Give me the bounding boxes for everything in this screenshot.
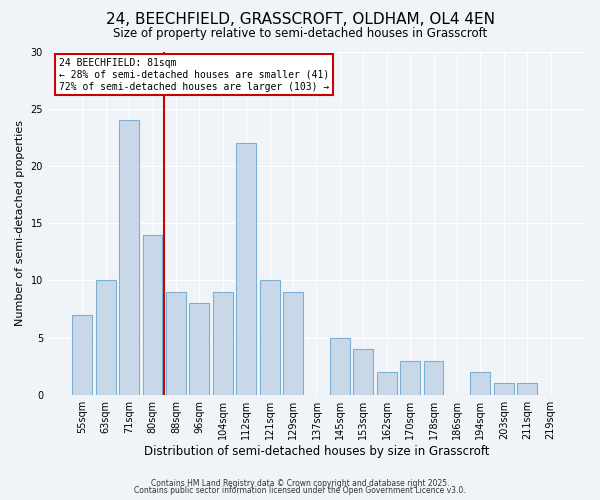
Bar bbox=[517, 384, 537, 395]
Bar bbox=[400, 360, 420, 395]
Text: 24, BEECHFIELD, GRASSCROFT, OLDHAM, OL4 4EN: 24, BEECHFIELD, GRASSCROFT, OLDHAM, OL4 … bbox=[106, 12, 494, 28]
Bar bbox=[283, 292, 303, 395]
Text: Size of property relative to semi-detached houses in Grasscroft: Size of property relative to semi-detach… bbox=[113, 28, 487, 40]
Bar bbox=[166, 292, 186, 395]
Bar bbox=[330, 338, 350, 395]
Text: Contains HM Land Registry data © Crown copyright and database right 2025.: Contains HM Land Registry data © Crown c… bbox=[151, 478, 449, 488]
Bar bbox=[143, 234, 163, 395]
Bar bbox=[96, 280, 116, 395]
Bar bbox=[377, 372, 397, 395]
Bar bbox=[73, 314, 92, 395]
Bar bbox=[470, 372, 490, 395]
Bar bbox=[260, 280, 280, 395]
Bar bbox=[213, 292, 233, 395]
Bar bbox=[119, 120, 139, 395]
Text: Contains public sector information licensed under the Open Government Licence v3: Contains public sector information licen… bbox=[134, 486, 466, 495]
Bar bbox=[353, 349, 373, 395]
Bar bbox=[424, 360, 443, 395]
Bar bbox=[190, 304, 209, 395]
Bar bbox=[236, 143, 256, 395]
Text: 24 BEECHFIELD: 81sqm
← 28% of semi-detached houses are smaller (41)
72% of semi-: 24 BEECHFIELD: 81sqm ← 28% of semi-detac… bbox=[59, 58, 329, 92]
Bar bbox=[494, 384, 514, 395]
X-axis label: Distribution of semi-detached houses by size in Grasscroft: Distribution of semi-detached houses by … bbox=[144, 444, 489, 458]
Y-axis label: Number of semi-detached properties: Number of semi-detached properties bbox=[15, 120, 25, 326]
